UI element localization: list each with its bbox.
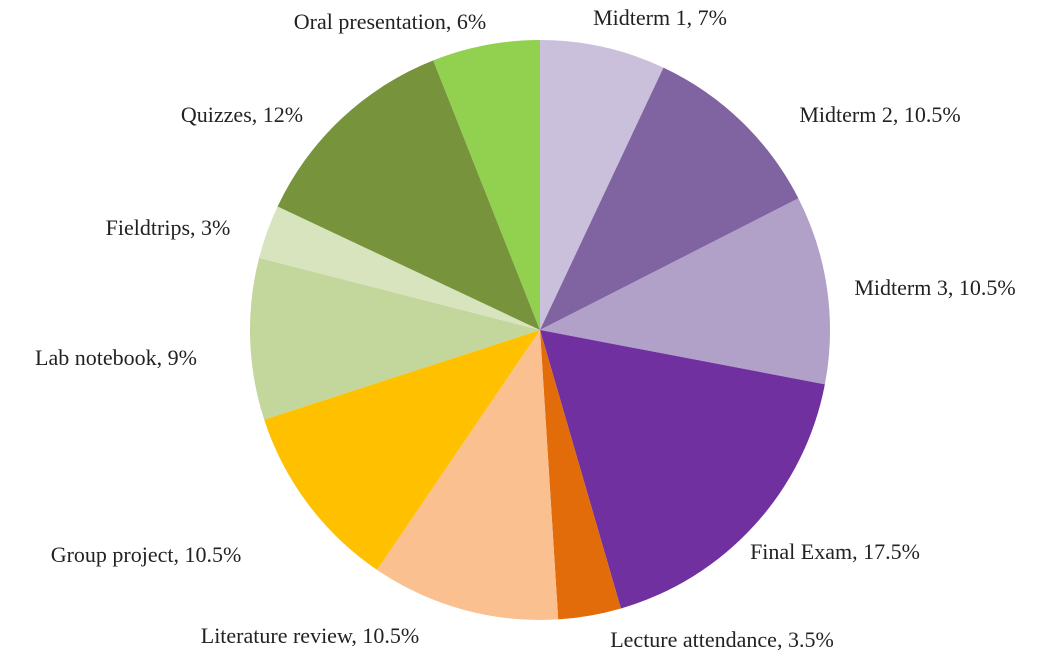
pie-slice: [540, 330, 825, 609]
slice-label: Group project10.5%: [51, 542, 242, 568]
pie-slice: [540, 330, 621, 620]
pie-slice: [540, 67, 799, 330]
value-label: 3.5%: [787, 627, 834, 652]
category-label: Group project: [51, 542, 185, 567]
value-label: 7%: [697, 5, 727, 30]
value-label: 12%: [262, 102, 304, 127]
value-label: 10.5%: [362, 623, 420, 648]
category-label: Lab notebook: [35, 345, 168, 370]
category-label: Midterm 2: [799, 102, 904, 127]
category-label: Oral presentation: [294, 9, 457, 34]
category-label: Quizzes: [181, 102, 263, 127]
slice-label: Fieldtrips3%: [106, 215, 231, 241]
pie-slice: [433, 40, 540, 330]
category-label: Lecture attendance: [610, 627, 788, 652]
pie-slice: [540, 40, 664, 330]
category-label: Midterm 3: [854, 275, 959, 300]
slice-label: Lecture attendance3.5%: [610, 627, 834, 653]
pie-slice: [249, 257, 540, 420]
category-label: Midterm 1: [593, 5, 698, 30]
pie-slice: [259, 206, 540, 330]
slice-label: Midterm 310.5%: [854, 275, 1015, 301]
value-label: 9%: [167, 345, 197, 370]
value-label: 3%: [201, 215, 231, 240]
slice-label: Midterm 17%: [593, 5, 727, 31]
pie-slice: [376, 330, 559, 620]
value-label: 10.5%: [184, 542, 242, 567]
category-label: Literature review: [201, 623, 363, 648]
value-label: 10.5%: [903, 102, 961, 127]
slice-label: Literature review10.5%: [201, 623, 419, 649]
slice-label: Final Exam17.5%: [750, 539, 920, 565]
value-label: 6%: [456, 9, 487, 34]
category-label: Fieldtrips: [106, 215, 201, 240]
slice-label: Quizzes12%: [181, 102, 303, 128]
pie-slice: [264, 330, 540, 570]
slice-label: Lab notebook9%: [35, 345, 197, 371]
value-label: 17.5%: [863, 539, 920, 564]
pie-slice: [540, 198, 830, 385]
slice-label: Midterm 210.5%: [799, 102, 960, 128]
category-label: Final Exam: [750, 539, 863, 564]
value-label: 10.5%: [958, 275, 1016, 300]
slice-label: Oral presentation6%: [294, 9, 486, 35]
pie-slice: [277, 60, 540, 331]
